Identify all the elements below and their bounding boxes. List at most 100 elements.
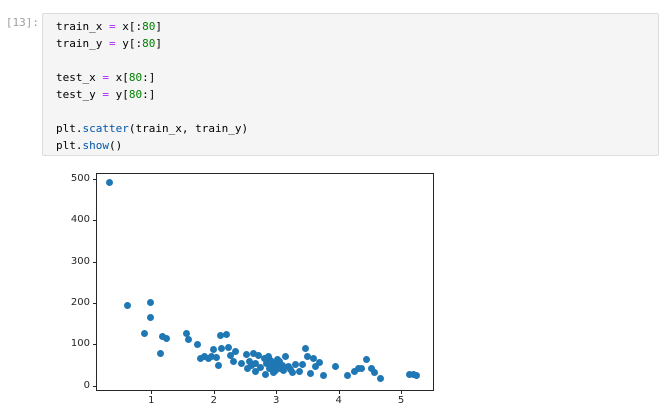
y-tick-label: 200 <box>70 296 90 308</box>
scatter-point <box>257 363 265 371</box>
scatter-point <box>362 355 370 363</box>
x-tick-label: 4 <box>335 395 342 406</box>
y-tick-label: 300 <box>70 255 90 267</box>
code-token: = <box>102 88 109 101</box>
scatter-point <box>271 359 279 367</box>
x-axis-tick <box>401 390 403 394</box>
code-token: show <box>82 139 110 152</box>
scatter-point <box>146 314 154 322</box>
code-editor[interactable]: train_x = x[:80] train_y = y[:80] test_x … <box>43 14 658 154</box>
scatter-point <box>200 353 208 361</box>
scatter-point <box>306 369 314 377</box>
y-tick-label: 0 <box>83 379 90 391</box>
y-axis-tick <box>93 385 97 387</box>
scatter-point <box>264 352 272 360</box>
code-token: 80 <box>142 20 156 33</box>
scatter-point <box>343 371 351 379</box>
scatter-point <box>123 301 131 309</box>
scatter-point <box>413 371 421 379</box>
scatter-point <box>332 363 340 371</box>
scatter-point <box>252 359 260 367</box>
code-token: scatter <box>82 122 129 135</box>
scatter-point <box>282 352 290 360</box>
code-line: train_y = y[:80] <box>56 35 650 52</box>
scatter-point <box>310 354 318 362</box>
code-line: plt.show() <box>56 137 650 154</box>
code-token: y[: <box>115 37 143 50</box>
scatter-point <box>157 349 165 357</box>
code-token: train_y <box>56 37 109 50</box>
x-tick-label: 2 <box>210 395 217 406</box>
scatter-point <box>222 331 230 339</box>
code-line <box>56 52 650 69</box>
y-tick-label: 500 <box>70 172 90 184</box>
code-token: = <box>108 37 116 50</box>
scatter-point <box>377 374 384 382</box>
code-token: ] <box>155 20 162 33</box>
scatter-point <box>292 361 300 369</box>
x-axis-tick <box>213 390 215 394</box>
y-tick-label: 100 <box>70 338 90 350</box>
scatter-point <box>279 361 286 369</box>
scatter-point <box>210 345 218 353</box>
scatter-point <box>162 335 170 343</box>
scatter-point <box>232 348 240 356</box>
scatter-point <box>370 368 378 376</box>
scatter-point <box>146 299 154 306</box>
code-token: plt. <box>56 122 83 135</box>
code-token: = <box>108 20 116 33</box>
code-token: x[: <box>115 20 143 33</box>
scatter-point <box>184 336 192 344</box>
scatter-point <box>255 351 263 359</box>
x-tick-label: 5 <box>397 395 405 406</box>
scatter-point <box>197 355 205 363</box>
scatter-point <box>350 367 358 375</box>
code-token: (train_x, train_y) <box>128 122 249 135</box>
scatter-point <box>141 330 148 338</box>
code-token: plt. <box>56 139 83 152</box>
y-axis-tick <box>93 302 97 304</box>
scatter-point <box>406 370 414 378</box>
code-token: test_y <box>56 88 103 101</box>
code-token: 80 <box>128 88 143 101</box>
scatter-point <box>215 361 223 369</box>
scatter-point <box>216 332 224 340</box>
code-token: :] <box>142 88 156 101</box>
execution-count-prompt: [13]: <box>5 16 39 29</box>
code-token: 80 <box>128 71 143 84</box>
code-line: test_x = x[80:] <box>56 69 650 86</box>
code-cell[interactable]: train_x = x[:80] train_y = y[:80] test_x … <box>42 13 659 156</box>
code-token: 80 <box>142 37 156 50</box>
scatter-point <box>245 357 253 365</box>
code-line <box>56 103 650 120</box>
scatter-point <box>263 359 271 367</box>
scatter-point <box>315 359 323 367</box>
x-axis-tick <box>338 390 340 394</box>
scatter-point <box>280 366 288 374</box>
x-tick-label: 3 <box>273 395 280 406</box>
scatter-point <box>250 349 258 357</box>
code-line: train_x = x[:80] <box>56 18 650 35</box>
code-token: x[ <box>108 71 129 84</box>
y-axis-tick <box>93 178 97 180</box>
scatter-point <box>368 364 376 372</box>
scatter-figure-output: 1 2 3 4 5 0 100 200 300 400 500 <box>42 167 446 413</box>
scatter-point <box>251 367 259 375</box>
scatter-point <box>183 329 191 337</box>
plot-area: 1 2 3 4 5 0 100 200 300 400 500 <box>71 173 434 406</box>
code-token: y[ <box>108 88 129 101</box>
code-token: = <box>102 71 109 84</box>
scatter-point <box>312 362 320 370</box>
scatter-point <box>304 353 311 361</box>
scatter-point <box>289 368 296 376</box>
scatter-point <box>227 351 235 359</box>
scatter-point <box>247 361 255 369</box>
scatter-point <box>106 178 113 186</box>
scatter-point <box>319 371 327 379</box>
code-token: :] <box>142 71 156 84</box>
y-axis-tick <box>93 220 97 221</box>
scatter-point <box>208 352 216 360</box>
scatter-point <box>358 365 366 373</box>
y-axis-tick <box>93 344 97 346</box>
